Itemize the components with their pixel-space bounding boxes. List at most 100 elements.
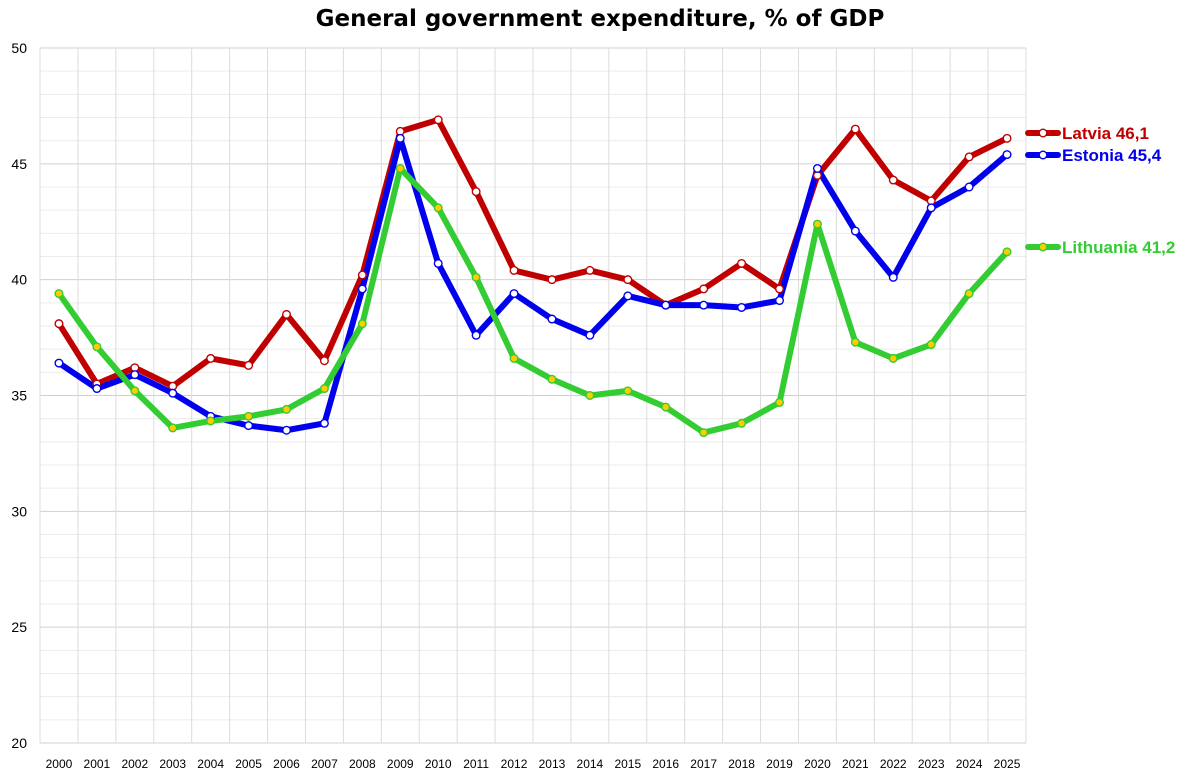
x-tick-label: 2022 [880,757,907,771]
data-point-lithuania [54,289,64,299]
data-point-latvia [319,356,329,366]
data-point-latvia [850,124,860,134]
data-point-estonia [850,226,860,236]
data-point-latvia [244,360,254,370]
x-tick-label: 2000 [46,757,73,771]
x-tick-label: 2006 [273,757,300,771]
x-tick-label: 2009 [387,757,414,771]
data-point-lithuania [850,337,860,347]
data-point-lithuania [812,219,822,229]
data-point-latvia [547,275,557,285]
x-tick-label: 2019 [766,757,793,771]
data-point-estonia [737,302,747,312]
y-tick-label: 30 [11,503,27,519]
series-line-latvia [55,116,1011,390]
data-point-estonia [509,289,519,299]
data-point-estonia [168,388,178,398]
data-point-estonia [661,300,671,310]
y-tick-label: 20 [11,735,27,751]
legend-label-lithuania: Lithuania 41,2 [1062,238,1175,257]
data-point-lithuania [168,423,178,433]
data-point-lithuania [357,319,367,329]
x-tick-label: 2010 [425,757,452,771]
x-tick-label: 2017 [690,757,717,771]
data-point-lithuania [130,386,140,396]
data-point-lithuania [661,402,671,412]
x-tick-label: 2024 [956,757,983,771]
data-point-estonia [319,418,329,428]
y-tick-label: 35 [11,388,27,404]
x-tick-label: 2014 [577,757,604,771]
x-tick-label: 2005 [235,757,262,771]
x-tick-label: 2013 [539,757,566,771]
legend-label-estonia: Estonia 45,4 [1062,146,1162,165]
data-point-estonia [92,384,102,394]
data-point-lithuania [888,353,898,363]
x-tick-label: 2016 [652,757,679,771]
x-tick-label: 2008 [349,757,376,771]
y-tick-label: 40 [11,272,27,288]
x-tick-label: 2020 [804,757,831,771]
data-point-estonia [812,163,822,173]
data-point-latvia [1002,133,1012,143]
data-point-latvia [699,284,709,294]
data-point-estonia [282,425,292,435]
x-tick-label: 2012 [501,757,528,771]
data-point-estonia [585,330,595,340]
data-point-lithuania [319,384,329,394]
data-point-lithuania [1002,247,1012,257]
y-tick-label: 25 [11,619,27,635]
data-point-estonia [775,296,785,306]
data-point-latvia [775,284,785,294]
data-point-lithuania [471,272,481,282]
data-point-estonia [471,330,481,340]
data-point-estonia [926,203,936,213]
data-point-latvia [737,258,747,268]
data-point-estonia [964,182,974,192]
data-point-lithuania [244,411,254,421]
data-point-estonia [699,300,709,310]
data-point-latvia [509,265,519,275]
data-point-lithuania [964,289,974,299]
data-point-lithuania [92,342,102,352]
data-point-lithuania [926,340,936,350]
data-point-lithuania [509,353,519,363]
x-tick-label: 2015 [614,757,641,771]
x-tick-label: 2025 [994,757,1021,771]
data-point-latvia [964,152,974,162]
data-point-estonia [623,291,633,301]
x-tick-label: 2004 [197,757,224,771]
data-point-lithuania [206,416,216,426]
y-tick-label: 45 [11,156,27,172]
data-point-lithuania [585,391,595,401]
data-point-estonia [395,133,405,143]
x-tick-label: 2002 [121,757,148,771]
data-point-latvia [357,270,367,280]
data-point-estonia [433,258,443,268]
data-point-latvia [433,115,443,125]
x-tick-label: 2001 [84,757,111,771]
data-point-latvia [623,275,633,285]
data-point-lithuania [547,374,557,384]
data-point-latvia [471,187,481,197]
data-point-lithuania [395,163,405,173]
x-tick-label: 2003 [159,757,186,771]
data-point-estonia [547,314,557,324]
data-point-estonia [888,272,898,282]
data-point-estonia [54,358,64,368]
data-point-estonia [357,284,367,294]
legend-label-latvia: Latvia 46,1 [1062,124,1149,143]
data-point-estonia [1002,150,1012,160]
chart-title: General government expenditure, % of GDP [315,6,885,32]
x-tick-label: 2007 [311,757,338,771]
data-point-latvia [54,319,64,329]
data-point-lithuania [282,404,292,414]
data-point-latvia [888,175,898,185]
x-tick-label: 2021 [842,757,869,771]
data-point-lithuania [433,203,443,213]
data-point-latvia [206,353,216,363]
legend-marker-latvia [1038,128,1048,138]
data-point-lithuania [623,386,633,396]
